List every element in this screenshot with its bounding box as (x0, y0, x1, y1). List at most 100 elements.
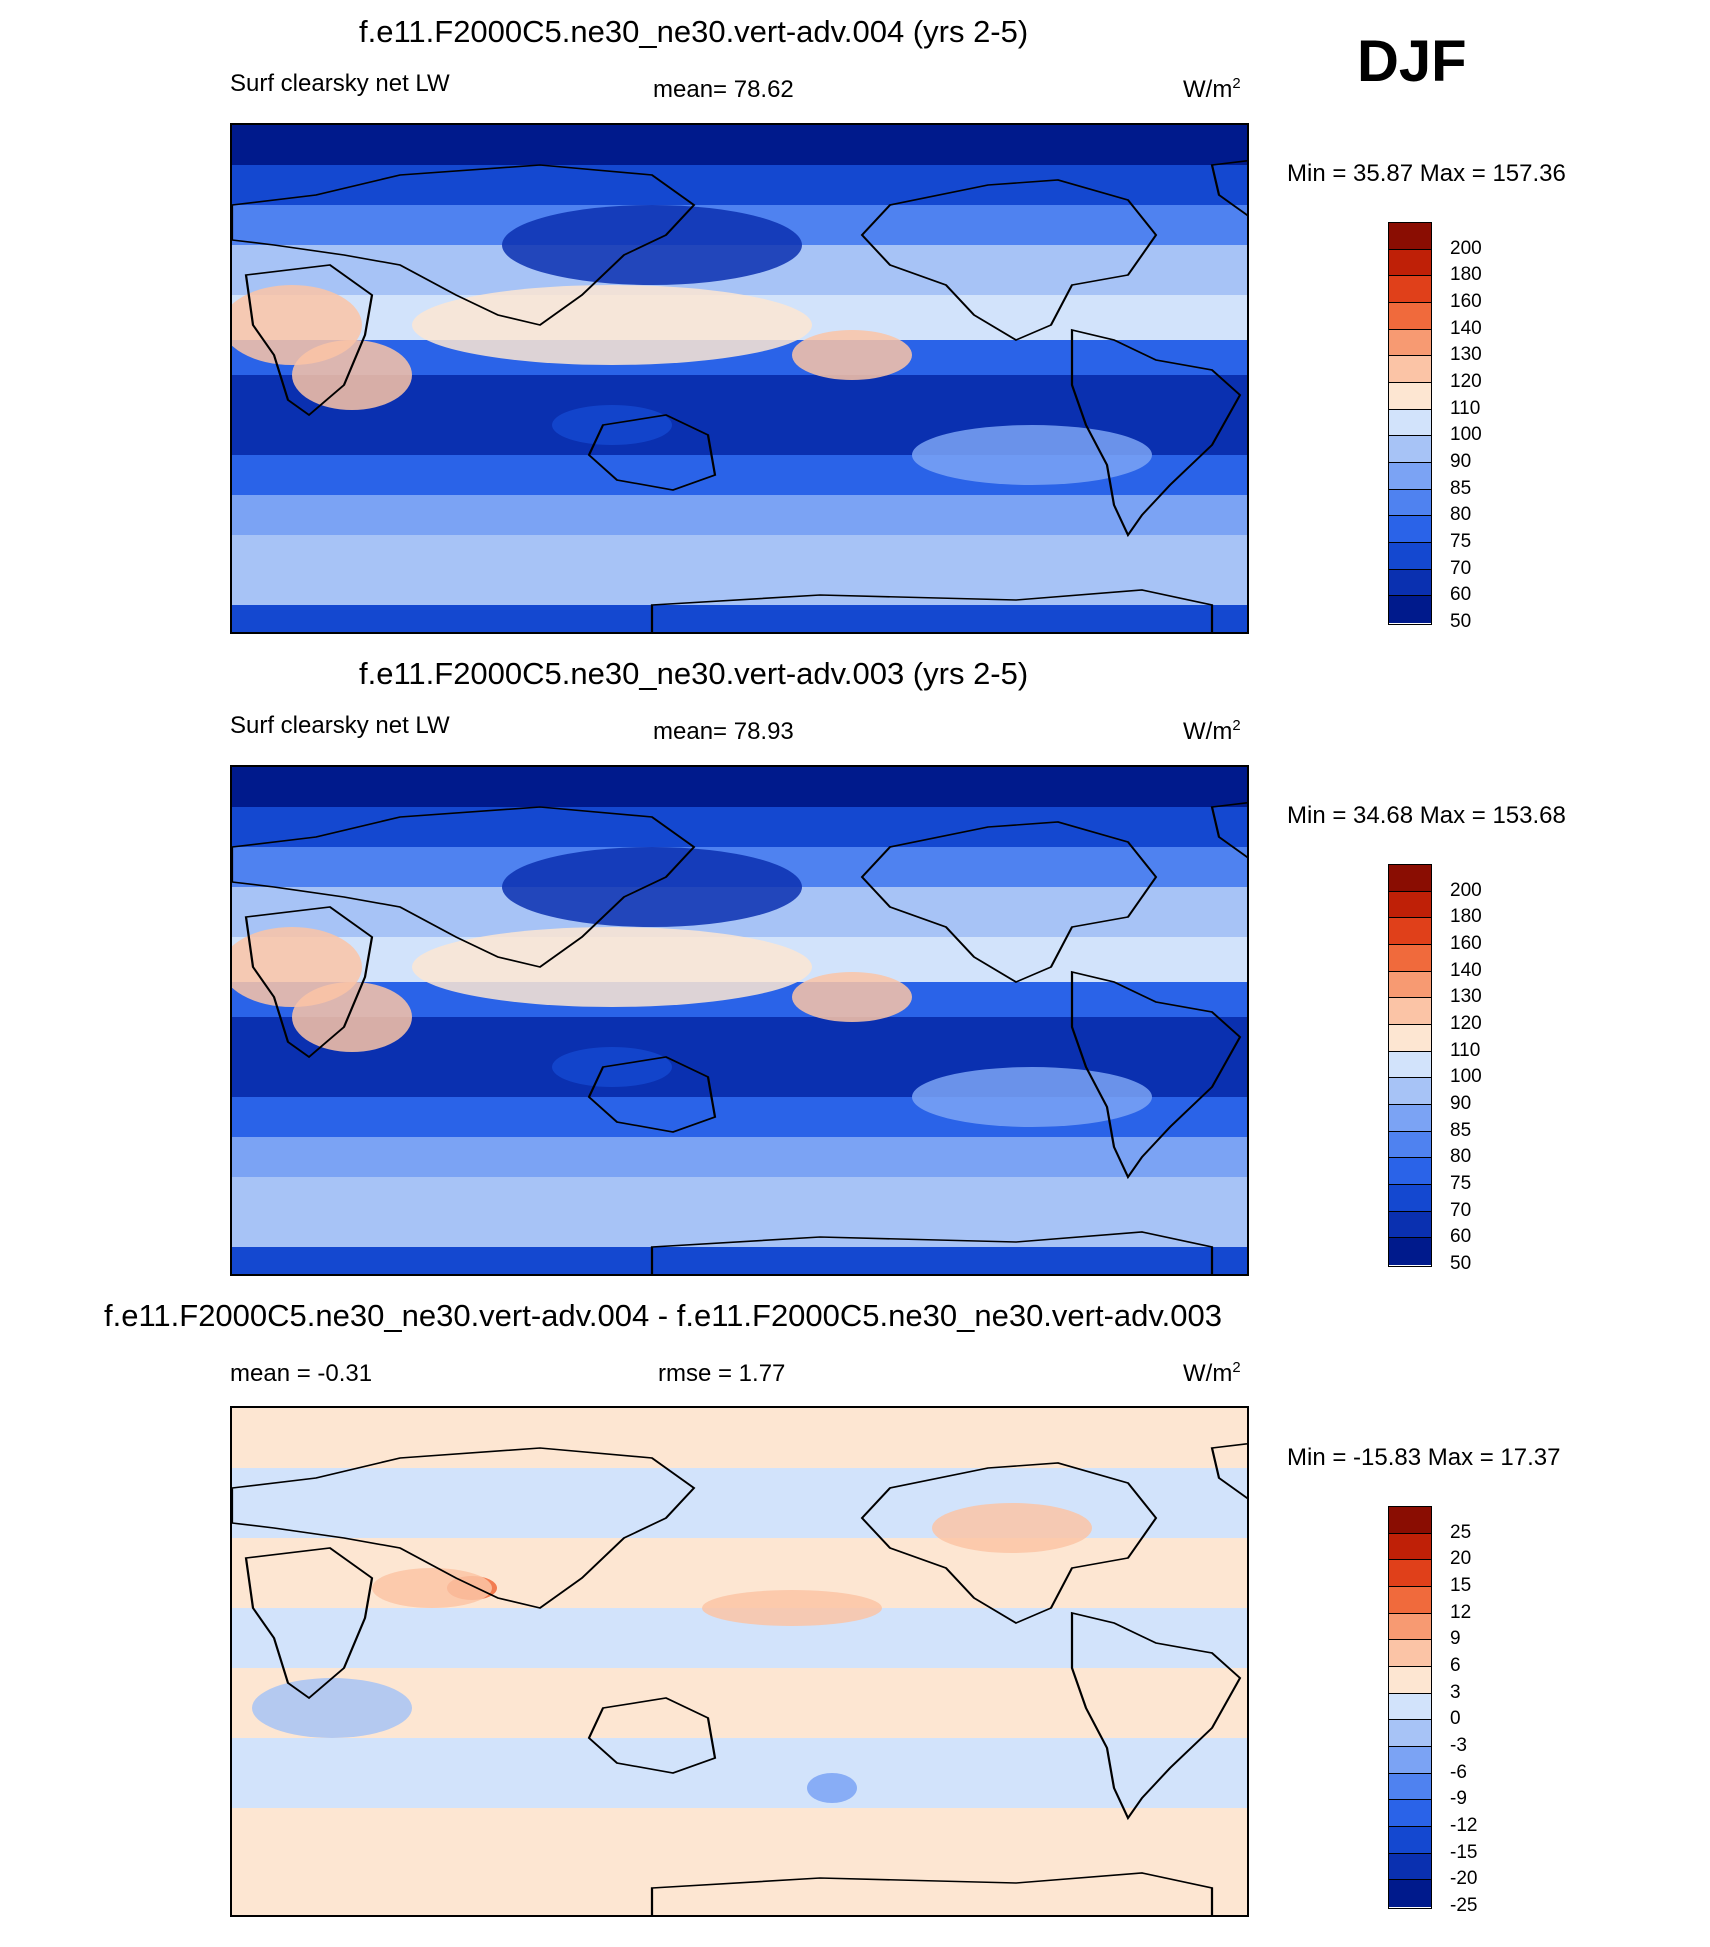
colorbar-segment (1389, 516, 1431, 543)
colorbar-label: 75 (1450, 531, 1472, 552)
field-blob (552, 1047, 672, 1087)
coastline (860, 1462, 1158, 1624)
colorbar-segment (1389, 596, 1431, 623)
colorbar-label: 20 (1450, 1548, 1472, 1570)
coastline (650, 1231, 1214, 1274)
panel2-map (230, 765, 1249, 1276)
coastline (232, 164, 696, 326)
colorbar-label: 50 (1450, 1253, 1472, 1274)
panel1-colorbar (1388, 222, 1432, 625)
field-map (232, 125, 1247, 632)
field-blob (912, 1067, 1152, 1127)
colorbar-segment (1389, 1507, 1431, 1534)
colorbar-segment (1389, 1105, 1431, 1132)
field-band (232, 1408, 1247, 1468)
panel3-units: W/m2 (1183, 1360, 1241, 1387)
coastline (1210, 160, 1247, 217)
field-blob (792, 330, 912, 380)
colorbar-label: 120 (1450, 1013, 1482, 1034)
colorbar-label: 80 (1450, 504, 1472, 526)
colorbar-segment (1389, 223, 1431, 250)
field-band (232, 125, 1247, 165)
field-blob (502, 847, 802, 927)
colorbar-segment (1389, 409, 1431, 437)
field-blob (932, 1503, 1092, 1553)
field-band (232, 1868, 1247, 1915)
panel1-variable-label: Surf clearsky net LW (230, 70, 450, 97)
panel1-mean-label: mean= 78.62 (653, 76, 794, 103)
colorbar-label: 160 (1450, 291, 1482, 312)
colorbar-label: 90 (1450, 451, 1472, 472)
field-blob (807, 1773, 857, 1803)
field-band (232, 1247, 1247, 1274)
colorbar-segment (1389, 865, 1431, 892)
colorbar-label: 75 (1450, 1173, 1472, 1194)
colorbar-label: 200 (1450, 237, 1482, 259)
colorbar-segment (1389, 998, 1431, 1025)
colorbar-label: 90 (1450, 1093, 1472, 1114)
panel2-title: f.e11.F2000C5.ne30_ne30.vert-adv.003 (yr… (359, 656, 1029, 691)
field-blob (412, 927, 812, 1007)
field-blob (502, 205, 802, 285)
colorbar-segment (1389, 1880, 1431, 1907)
colorbar-segment (1389, 329, 1431, 357)
panel3-colorbar (1388, 1506, 1432, 1909)
coastline (860, 821, 1158, 983)
colorbar-label: 25 (1450, 1521, 1472, 1543)
colorbar-segment (1389, 1667, 1431, 1694)
colorbar-segment (1389, 569, 1431, 597)
coastline (232, 806, 696, 968)
colorbar-label: 3 (1450, 1681, 1461, 1703)
field-blob (372, 1568, 492, 1608)
field-band (232, 165, 1247, 205)
colorbar-segment (1389, 1693, 1431, 1721)
colorbar-segment (1389, 1078, 1431, 1105)
colorbar-segment (1389, 249, 1431, 277)
coastline (1070, 328, 1242, 538)
colorbar-segment (1389, 891, 1431, 919)
coastline (1210, 802, 1247, 859)
colorbar-segment (1389, 1613, 1431, 1641)
colorbar-label: 0 (1450, 1708, 1461, 1730)
colorbar-label: 70 (1450, 1199, 1472, 1221)
colorbar-label: 100 (1450, 1066, 1482, 1088)
colorbar-segment (1389, 463, 1431, 490)
coastline (244, 906, 374, 1059)
colorbar-label: -25 (1450, 1895, 1478, 1916)
coastline (650, 589, 1214, 632)
colorbar-label: 70 (1450, 557, 1472, 579)
coastline (1210, 1443, 1247, 1500)
field-band (232, 1738, 1247, 1808)
panel3-title: f.e11.F2000C5.ne30_ne30.vert-adv.004 - f… (104, 1298, 1222, 1333)
colorbar-label: 130 (1450, 986, 1482, 1008)
colorbar-label: -6 (1450, 1761, 1467, 1783)
field-band (232, 495, 1247, 535)
colorbar-label: 60 (1450, 584, 1472, 606)
colorbar-label: -20 (1450, 1868, 1478, 1890)
colorbar-segment (1389, 383, 1431, 410)
colorbar-segment (1389, 1025, 1431, 1052)
colorbar-segment (1389, 1587, 1431, 1614)
field-band (232, 767, 1247, 807)
colorbar-label: 200 (1450, 879, 1482, 901)
coastline (650, 1872, 1214, 1915)
colorbar-segment (1389, 1853, 1431, 1881)
colorbar-label: 110 (1450, 1039, 1481, 1061)
colorbar-segment (1389, 918, 1431, 945)
panel2-minmax: Min = 34.68 Max = 153.68 (1287, 802, 1566, 829)
panel1-units: W/m2 (1183, 76, 1241, 103)
colorbar-segment (1389, 1238, 1431, 1265)
field-blob (252, 1678, 412, 1738)
colorbar-segment (1389, 1051, 1431, 1079)
coastline (587, 1056, 717, 1133)
colorbar-label: 110 (1450, 397, 1481, 419)
colorbar-label: -12 (1450, 1815, 1478, 1836)
field-band (232, 605, 1247, 632)
colorbar-segment (1389, 303, 1431, 330)
coastline (860, 179, 1158, 341)
coastline (244, 264, 374, 417)
field-band (232, 1468, 1247, 1538)
colorbar-segment (1389, 1640, 1431, 1667)
colorbar-segment (1389, 1747, 1431, 1774)
colorbar-segment (1389, 1211, 1431, 1239)
